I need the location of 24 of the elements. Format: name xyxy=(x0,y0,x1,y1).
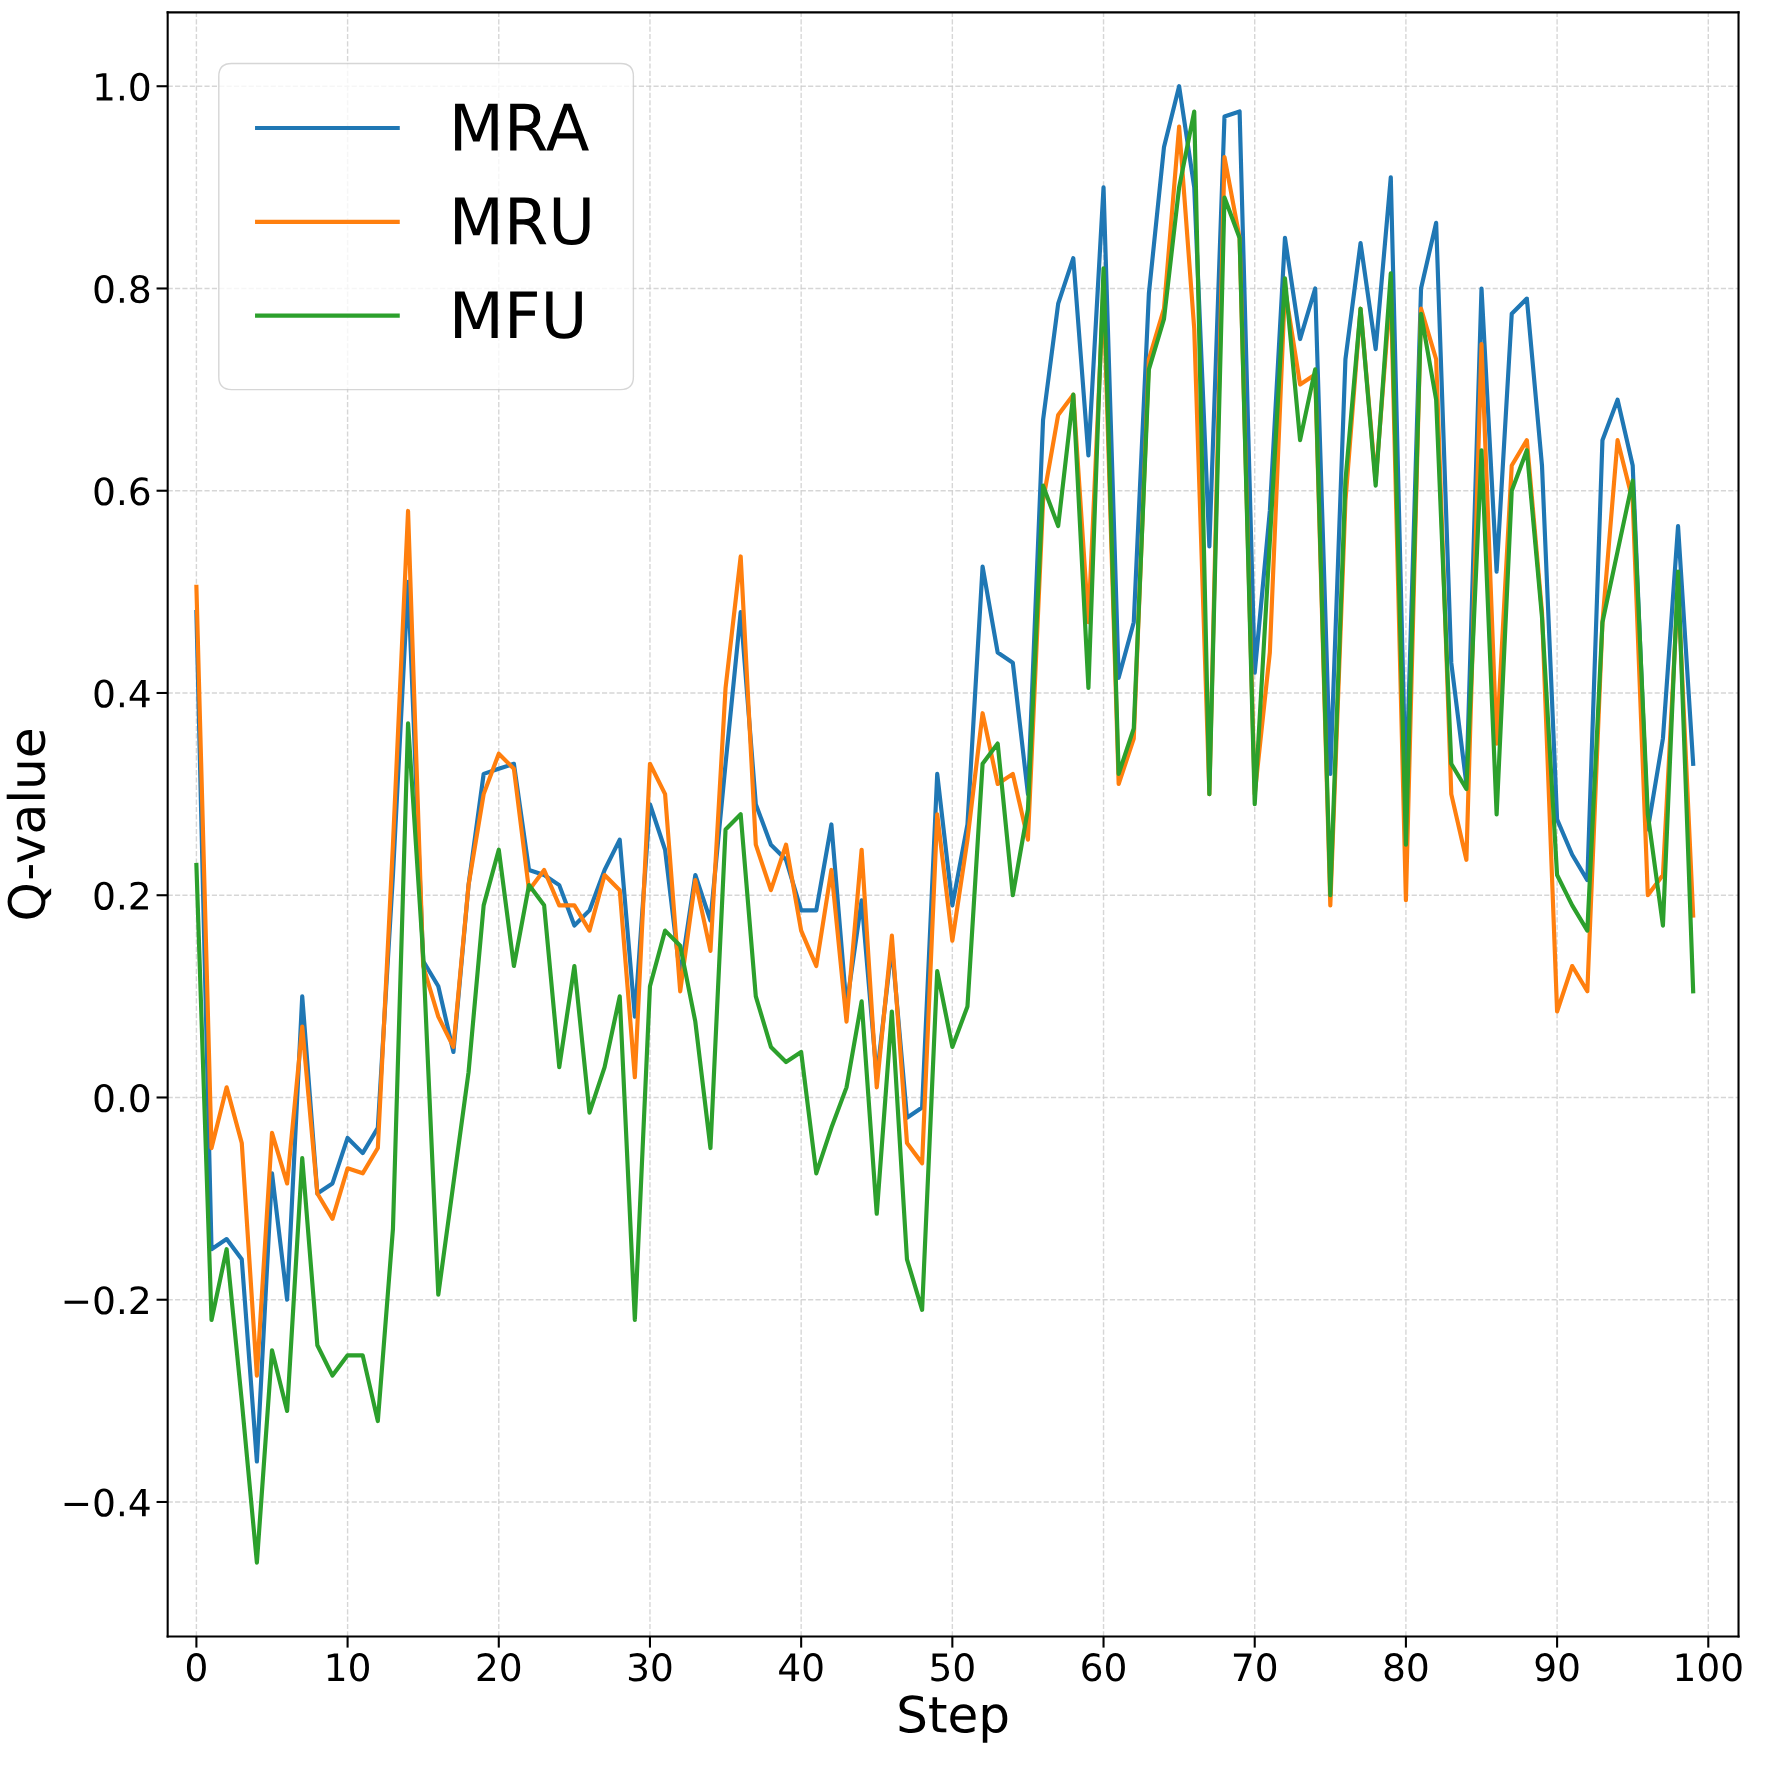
y-tick-label: 0.4 xyxy=(94,679,150,708)
y-axis-title: Q-value xyxy=(6,730,52,919)
legend-label: MRA xyxy=(455,103,589,151)
y-tick-label: 1.0 xyxy=(96,72,150,102)
x-axis-title: Step xyxy=(899,1695,1008,1743)
legend-label: MFU xyxy=(455,291,582,339)
x-tick-label: 20 xyxy=(477,1653,521,1682)
y-tick-label: −0.2 xyxy=(64,1286,148,1315)
x-tick-label: 30 xyxy=(628,1653,672,1682)
x-tick-label: 50 xyxy=(931,1653,974,1682)
x-tick-label: 90 xyxy=(1535,1653,1579,1682)
x-tick-label: 60 xyxy=(1082,1653,1125,1682)
x-tick-label: 80 xyxy=(1384,1653,1428,1682)
x-tick-label: 10 xyxy=(327,1653,369,1682)
x-tick-label: 40 xyxy=(779,1653,823,1682)
y-tick-label: 0.8 xyxy=(94,274,150,304)
x-tick-label: 70 xyxy=(1233,1653,1277,1682)
legend-label: MRU xyxy=(455,197,590,246)
x-tick-label: 100 xyxy=(1676,1653,1742,1682)
y-tick-label: −0.4 xyxy=(64,1488,150,1517)
y-tick-label: 0.2 xyxy=(94,881,148,911)
y-tick-label: 0.6 xyxy=(94,477,150,506)
x-tick-label: 0 xyxy=(186,1653,206,1682)
y-tick-label: 0.0 xyxy=(94,1083,150,1113)
